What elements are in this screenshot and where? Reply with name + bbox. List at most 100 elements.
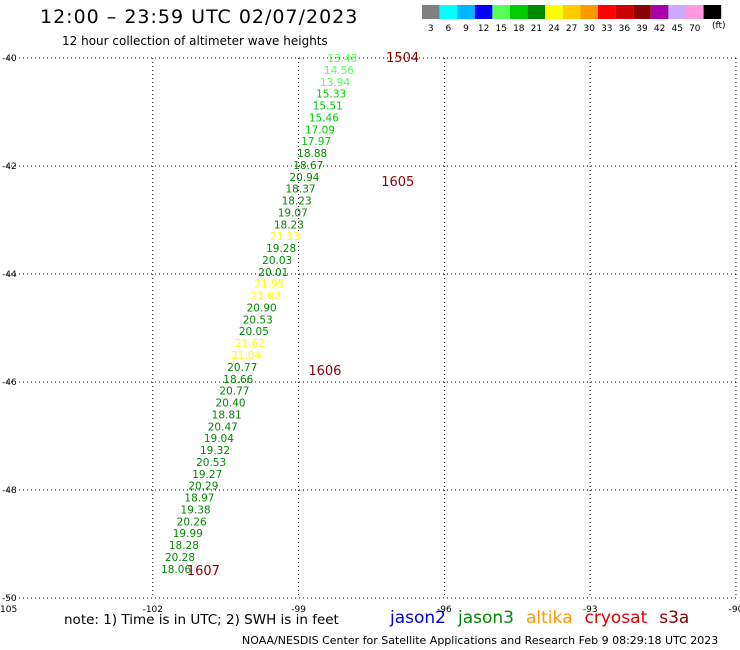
data-point-label: 20.77	[219, 386, 249, 398]
satellite-legend-item: cryosat	[584, 608, 648, 628]
note-text: note: 1) Time is in UTC; 2) SWH is in fe…	[64, 612, 339, 628]
data-point-label: 19.27	[192, 469, 222, 481]
colorbar-tick-label: 27	[566, 24, 577, 34]
colorbar-tick-label: 6	[446, 24, 452, 34]
data-point-label: 20.01	[258, 267, 288, 279]
satellite-legend-item: s3a	[659, 608, 690, 628]
y-tick-label: -46	[2, 378, 17, 388]
data-point-label: 20.05	[239, 326, 269, 338]
data-point-label: 17.97	[301, 136, 331, 148]
data-point-label: 20.94	[289, 172, 319, 184]
colorbar-tick-label: 39	[636, 24, 648, 34]
colorbar-tick-label: 3	[428, 24, 434, 34]
data-point-label: 15.51	[313, 101, 343, 113]
data-point-label: 18.81	[212, 409, 242, 421]
colorbar-swatch	[615, 5, 634, 19]
x-tick-label: -93	[583, 605, 598, 615]
colorbar-swatch	[668, 5, 686, 19]
footer-credit: NOAA/NESDIS Center for Satellite Applica…	[242, 634, 719, 647]
data-point-label: 18.66	[223, 374, 253, 386]
colorbar-swatch	[545, 5, 563, 19]
data-point-label: 13.48	[327, 53, 357, 65]
colorbar-swatch	[580, 5, 598, 19]
satellite-legend-item: jason3	[458, 608, 514, 628]
colorbar-swatch	[703, 5, 722, 19]
data-point-label: 20.29	[188, 481, 218, 493]
data-point-label: 18.23	[274, 219, 304, 231]
colorbar-swatch	[474, 5, 493, 19]
data-point-label: 20.03	[262, 255, 292, 267]
colorbar-unit-label: (ft)	[712, 21, 726, 31]
colorbar-tick-label: 36	[619, 24, 631, 34]
data-point-label: 19.99	[173, 528, 203, 540]
data-point-label: 18.67	[293, 160, 323, 172]
x-tick-label: -99	[291, 605, 306, 615]
chart-title: 12:00 – 23:59 UTC 02/07/2023	[40, 6, 359, 28]
x-tick-label: -105	[0, 605, 17, 615]
data-point-label: 20.77	[227, 362, 257, 374]
colorbar-swatch	[650, 5, 669, 19]
satellite-legend-item: altika	[526, 608, 573, 628]
y-tick-label: -50	[2, 594, 17, 604]
colorbar-tick-label: 15	[495, 24, 506, 34]
x-tick-label: -102	[143, 605, 163, 615]
x-tick-label: -96	[437, 605, 452, 615]
data-point-label: 19.38	[181, 504, 211, 516]
data-point-label: 20.53	[196, 457, 226, 469]
colorbar-swatch	[598, 5, 616, 19]
colorbar-swatch	[633, 5, 651, 19]
data-point-label: 20.40	[216, 398, 246, 410]
colorbar-tick-label: 33	[601, 24, 612, 34]
data-point-label: 18.23	[282, 196, 312, 208]
data-point-label: 21.62	[251, 291, 281, 303]
colorbar-tick-label: 18	[513, 24, 525, 34]
data-point-label: 21.62	[235, 338, 265, 350]
colorbar-swatch	[457, 5, 475, 19]
colorbar-swatch	[510, 5, 528, 19]
colorbar-swatch	[439, 5, 458, 19]
data-point-label: 20.26	[177, 516, 207, 528]
colorbar-swatch	[686, 5, 704, 19]
data-point-label: 21.95	[254, 279, 284, 291]
data-point-label: 15.33	[316, 89, 346, 101]
data-point-label: 20.47	[208, 421, 238, 433]
y-tick-label: -42	[2, 162, 17, 172]
data-point-label: 18.28	[169, 540, 199, 552]
colorbar-tick-label: 24	[548, 24, 560, 34]
colorbar-tick-label: 21	[531, 24, 542, 34]
y-tick-label: -44	[2, 270, 17, 280]
colorbar-swatch	[562, 5, 581, 19]
colorbar-swatch	[527, 5, 546, 19]
y-tick-label: -40	[2, 54, 17, 64]
chart-subtitle: 12 hour collection of altimeter wave hei…	[62, 34, 328, 48]
data-point-label: 18.97	[184, 493, 214, 505]
x-tick-label: -90	[729, 605, 740, 615]
data-point-label: 21.04	[231, 350, 261, 362]
colorbar-tick-label: 30	[583, 24, 595, 34]
track-time-label: 1504	[386, 51, 419, 66]
satellite-legend: jason2 jason3 altika cryosat s3a	[390, 608, 701, 628]
track-time-label: 1607	[187, 564, 220, 579]
data-point-label: 15.46	[309, 112, 339, 124]
data-point-label: 20.53	[243, 314, 273, 326]
colorbar-tick-label: 42	[654, 24, 665, 34]
data-point-label: 14.56	[324, 65, 354, 77]
data-point-label: 20.90	[247, 302, 277, 314]
data-point-label: 17.09	[305, 124, 335, 136]
data-point-label: 13.94	[320, 77, 350, 89]
data-point-label: 18.37	[286, 184, 316, 196]
colorbar-tick-label: 70	[689, 24, 701, 34]
colorbar-swatch	[492, 5, 510, 19]
data-point-label: 19.07	[278, 207, 308, 219]
track-time-label: 1606	[308, 364, 341, 379]
data-point-label: 19.04	[204, 433, 234, 445]
y-tick-label: -48	[2, 486, 17, 496]
colorbar-swatch	[422, 5, 440, 19]
colorbar-tick-label: 9	[463, 24, 469, 34]
data-point-label: 20.28	[165, 552, 195, 564]
data-point-label: 19.28	[266, 243, 296, 255]
colorbar-tick-label: 45	[671, 24, 682, 34]
data-point-label: 18.06	[161, 564, 191, 576]
track-time-label: 1605	[381, 175, 414, 190]
